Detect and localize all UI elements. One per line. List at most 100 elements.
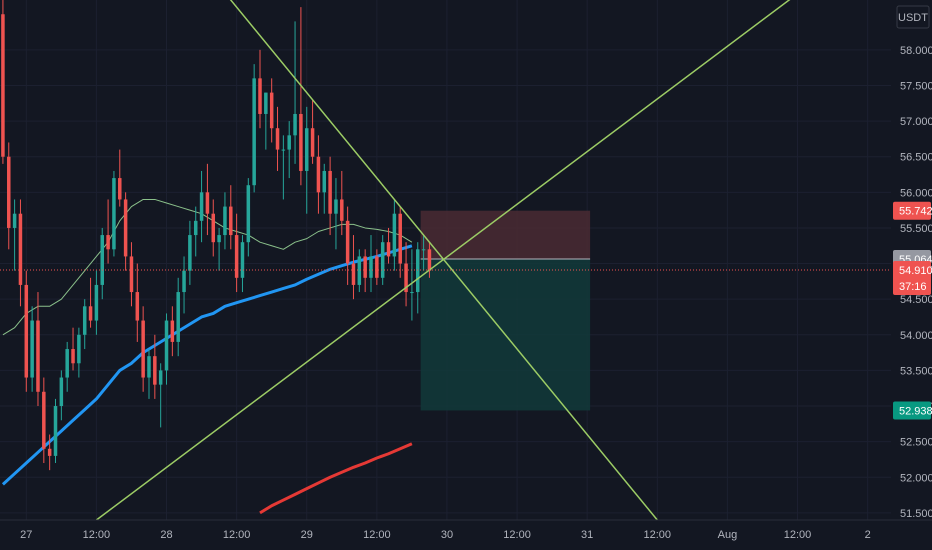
candle-body: [12, 213, 17, 228]
candle-body: [42, 391, 46, 449]
candle-body: [386, 242, 391, 257]
candle-body: [100, 235, 104, 285]
x-tick-label: 28: [160, 529, 172, 541]
candle-body: [334, 199, 338, 214]
x-tick-label: 12:00: [363, 529, 391, 541]
candle-body: [135, 292, 140, 321]
candle-body: [398, 213, 402, 264]
y-tick-label: 55.500: [900, 223, 932, 235]
candle-body: [141, 320, 145, 378]
current-price-badge-bg: [893, 260, 931, 295]
stop-loss-zone[interactable]: [420, 210, 591, 260]
candle-body: [340, 199, 344, 221]
target-price-badge-bg: [893, 401, 931, 420]
y-tick-label: 52.500: [900, 437, 932, 449]
candle-body: [287, 135, 291, 150]
candle-body: [281, 149, 286, 151]
candle-body: [59, 377, 64, 407]
y-tick-label: 57.000: [900, 116, 932, 128]
candle-body: [310, 128, 315, 157]
trendlines[interactable]: [95, 0, 803, 521]
candle-body: [1, 14, 5, 157]
y-tick-label: 54.500: [900, 294, 932, 306]
candle-body: [153, 356, 157, 385]
candle-body: [36, 320, 40, 392]
y-tick-label: 51.500: [900, 508, 932, 520]
candle-body: [94, 284, 99, 321]
x-tick-label: 27: [20, 529, 32, 541]
x-tick-label: 12:00: [784, 529, 812, 541]
candle-body: [211, 213, 216, 243]
candle-body: [82, 306, 87, 335]
candle-body: [199, 192, 204, 221]
moving-averages: [1, 198, 413, 515]
y-tick-label: 54.000: [900, 330, 932, 342]
candle-body: [188, 235, 192, 271]
candle-body: [252, 78, 256, 186]
candle-body: [264, 92, 268, 114]
x-tick-label: 12:00: [223, 529, 251, 541]
x-tick-label: 12:00: [644, 529, 672, 541]
candle-body: [182, 270, 186, 293]
x-tick-label: 29: [301, 529, 313, 541]
candle-body: [223, 206, 227, 236]
candle-body: [246, 185, 251, 243]
candle-body: [88, 306, 93, 321]
x-tick-label: 2: [865, 529, 871, 541]
target-price-badge-label: 52.938: [899, 405, 932, 417]
candle-body: [205, 192, 210, 214]
candle-body: [258, 78, 262, 114]
candle-body: [304, 128, 309, 171]
candle-body: [275, 128, 280, 150]
trendline-ascending[interactable]: [95, 0, 803, 521]
candle-body: [234, 235, 239, 278]
stop-price-badge-label: 55.742: [899, 206, 932, 218]
candle-body: [421, 249, 426, 251]
candles: [1, 0, 432, 471]
x-tick-label: 12:00: [83, 529, 111, 541]
candle-body: [316, 156, 321, 193]
candle-body: [357, 256, 362, 285]
y-tick-label: 57.500: [900, 80, 932, 92]
currency-label: USDT: [898, 12, 928, 24]
candle-body: [176, 292, 180, 342]
x-tick-label: Aug: [718, 529, 738, 541]
candle-body: [158, 370, 163, 385]
candle-body: [193, 220, 198, 236]
candle-body: [53, 406, 58, 456]
candle-body: [392, 213, 397, 257]
time-axis[interactable]: 27 12:00 28 12:00 29 12:00 30 12:00 31 12:00 Aug 12…: [0, 519, 932, 550]
y-tick-label: 56.000: [900, 187, 932, 199]
candle-body: [369, 256, 373, 278]
candle-body: [170, 320, 175, 342]
candle-body: [24, 284, 29, 378]
candle-body: [240, 242, 245, 278]
trendline-descending[interactable]: [222, 0, 658, 521]
candle-body: [293, 113, 297, 136]
y-tick-label: 53.500: [900, 365, 932, 377]
candle-body: [345, 220, 350, 264]
candle-body: [299, 113, 303, 171]
ma-blue-line: [1, 244, 413, 486]
candle-body: [415, 249, 420, 293]
candle-body: [30, 320, 34, 378]
candle-body: [380, 242, 385, 278]
candle-body: [71, 349, 75, 364]
candle-body: [269, 92, 274, 129]
candle-body: [427, 249, 432, 271]
current-price-badge-countdown: 37:16: [899, 281, 927, 293]
candle-body: [7, 156, 11, 228]
y-tick-label: 56.500: [900, 152, 932, 164]
candle-body: [164, 320, 169, 371]
candle-body: [404, 263, 408, 293]
candle-body: [322, 170, 327, 193]
current-price-badge-label: 54.910: [899, 265, 932, 277]
currency-label-box[interactable]: [896, 5, 930, 29]
candle-body: [106, 235, 110, 250]
y-tick-label: 58.000: [900, 45, 932, 57]
position-tool[interactable]: [420, 210, 591, 411]
candle-body: [65, 349, 69, 378]
candle-body: [410, 292, 414, 294]
